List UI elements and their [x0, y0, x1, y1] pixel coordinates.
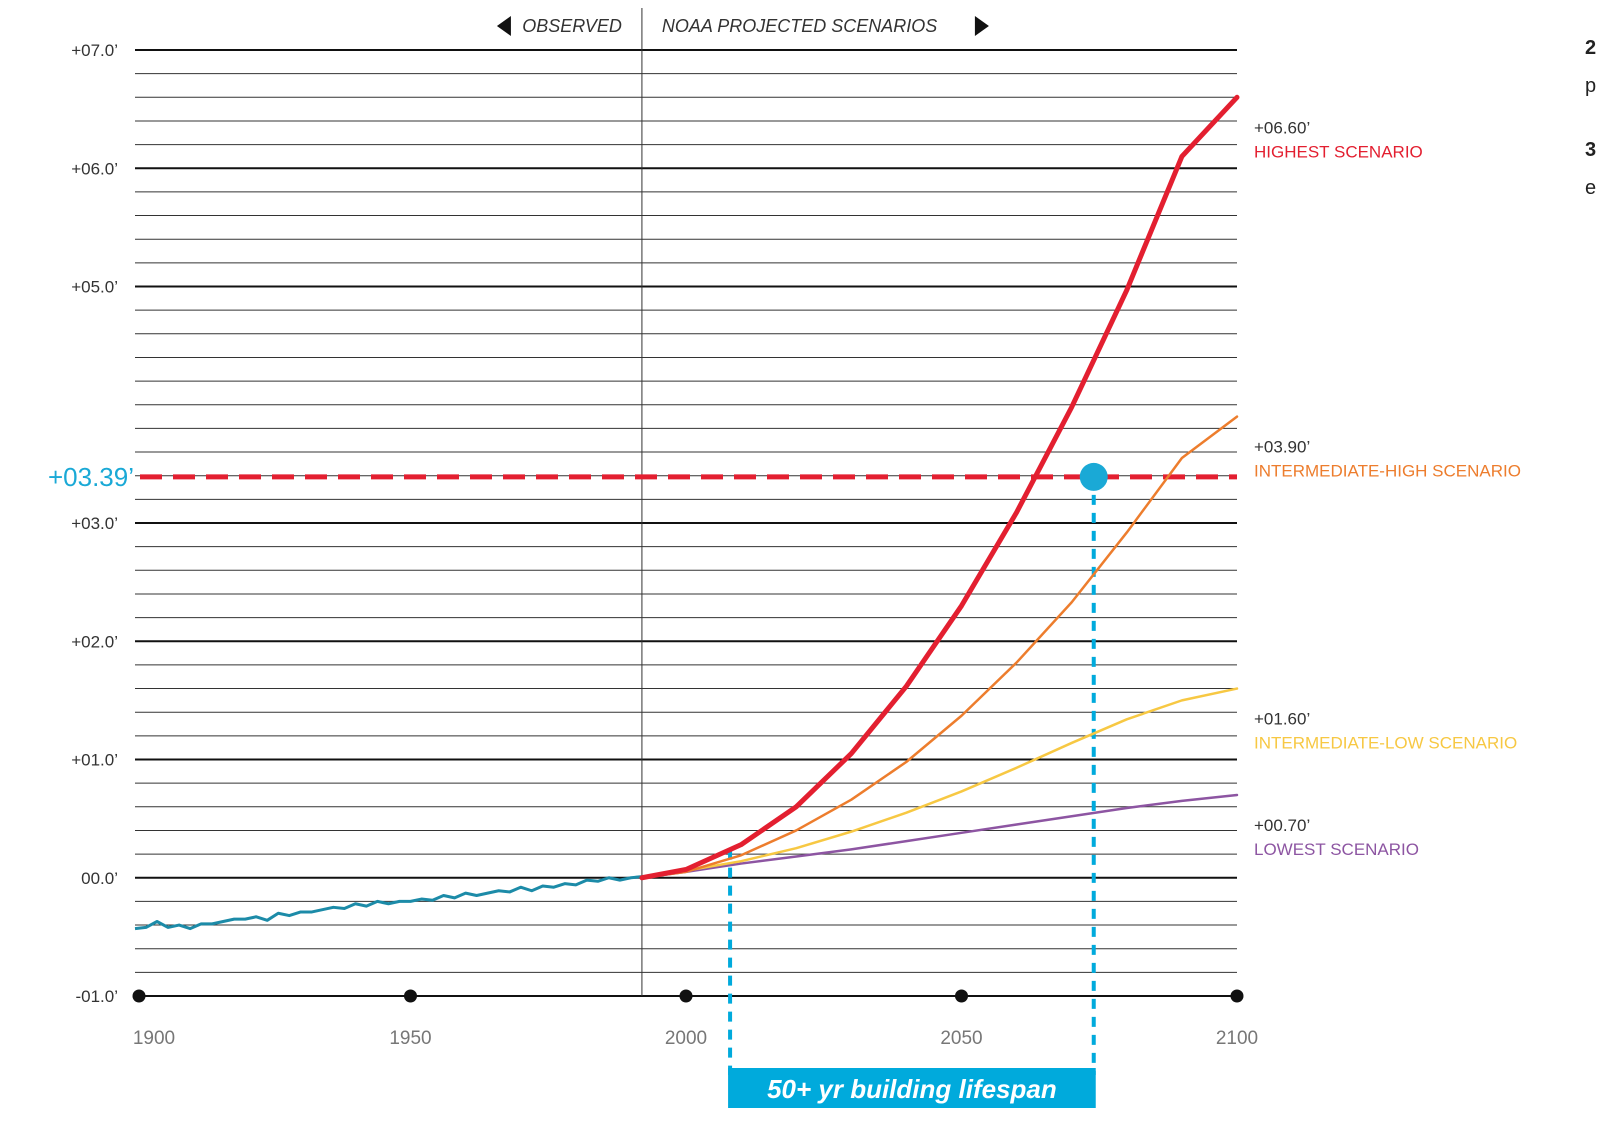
- x-tick-label: 1900: [133, 1028, 175, 1049]
- grid-lines: [135, 49, 1237, 973]
- lifespan-box: 50+ yr building lifespan: [728, 1068, 1096, 1108]
- arrow-left-icon: [496, 16, 511, 36]
- side-note-text: p: [1585, 75, 1596, 97]
- y-tick-label: +07.0’: [71, 41, 118, 60]
- x-tick-label: 1950: [389, 1028, 431, 1049]
- lifespan-markers: [728, 476, 1096, 1075]
- scenario-line: [640, 687, 1239, 879]
- lifespan-bar: [728, 1068, 1096, 1108]
- x-tick-label: 2100: [1216, 1028, 1258, 1049]
- x-tick-dot: [679, 989, 693, 1003]
- projected-label: NOAA PROJECTED SCENARIOS: [662, 16, 937, 36]
- scenario-line: [639, 94, 1240, 881]
- x-axis: 1900 1950 2000 2050 2100: [132, 989, 1258, 1049]
- scenario-end-value: +00.70’: [1254, 816, 1310, 835]
- y-tick-label: +03.0’: [71, 514, 118, 533]
- scenario-name: INTERMEDIATE-HIGH SCENARIO: [1254, 462, 1521, 481]
- x-tick-dot: [955, 989, 968, 1003]
- scenario-line: [640, 793, 1239, 879]
- x-tick-dot: [404, 989, 417, 1003]
- side-note-text: e: [1585, 177, 1596, 199]
- lifespan-label: 50+ yr building lifespan: [767, 1074, 1057, 1104]
- y-tick-label: -01.0’: [75, 987, 118, 1006]
- y-tick-label: 00.0’: [81, 869, 118, 888]
- intersection-point: [1079, 462, 1108, 491]
- scenario-name: INTERMEDIATE-LOW SCENARIO: [1254, 734, 1517, 753]
- y-tick-label: +02.0’: [71, 632, 118, 651]
- data-series: [134, 94, 1240, 931]
- x-tick-label: 2000: [665, 1028, 707, 1049]
- scenario-end-value: +06.60’: [1254, 118, 1310, 137]
- scenario-line: [640, 415, 1239, 879]
- x-tick-dot: [132, 989, 146, 1003]
- scenario-end-value: +03.90’: [1254, 438, 1310, 457]
- y-axis-ticks: +07.0’ +06.0’ +05.0’ +03.0’ +02.0’ +01.0’ 00.0…: [71, 41, 118, 1006]
- threshold-label: +03.39’: [48, 462, 134, 492]
- y-tick-label: +06.0’: [71, 159, 118, 178]
- observed-label: OBSERVED: [522, 16, 622, 36]
- y-tick-label: +05.0’: [71, 278, 118, 297]
- scenario-name: HIGHEST SCENARIO: [1254, 142, 1423, 161]
- side-notes: 2 p 3 e: [1585, 37, 1596, 199]
- y-tick-label: +01.0’: [71, 751, 118, 770]
- x-tick-dot: [1230, 989, 1244, 1003]
- scenario-end-value: +01.60’: [1254, 710, 1310, 729]
- scenario-name: LOWEST SCENARIO: [1254, 840, 1419, 859]
- arrow-right-icon: [974, 16, 989, 36]
- threshold: +03.39’: [48, 462, 1237, 492]
- observed-series-line: [134, 875, 643, 931]
- end-labels: +06.60’ HIGHEST SCENARIO +03.90’ INTERMEDIA…: [1254, 118, 1521, 859]
- period-divider: OBSERVED NOAA PROJECTED SCENARIOS: [496, 8, 989, 996]
- x-tick-label: 2050: [940, 1028, 982, 1049]
- side-note-lead: 3: [1585, 139, 1596, 161]
- side-note-lead: 2: [1585, 37, 1596, 59]
